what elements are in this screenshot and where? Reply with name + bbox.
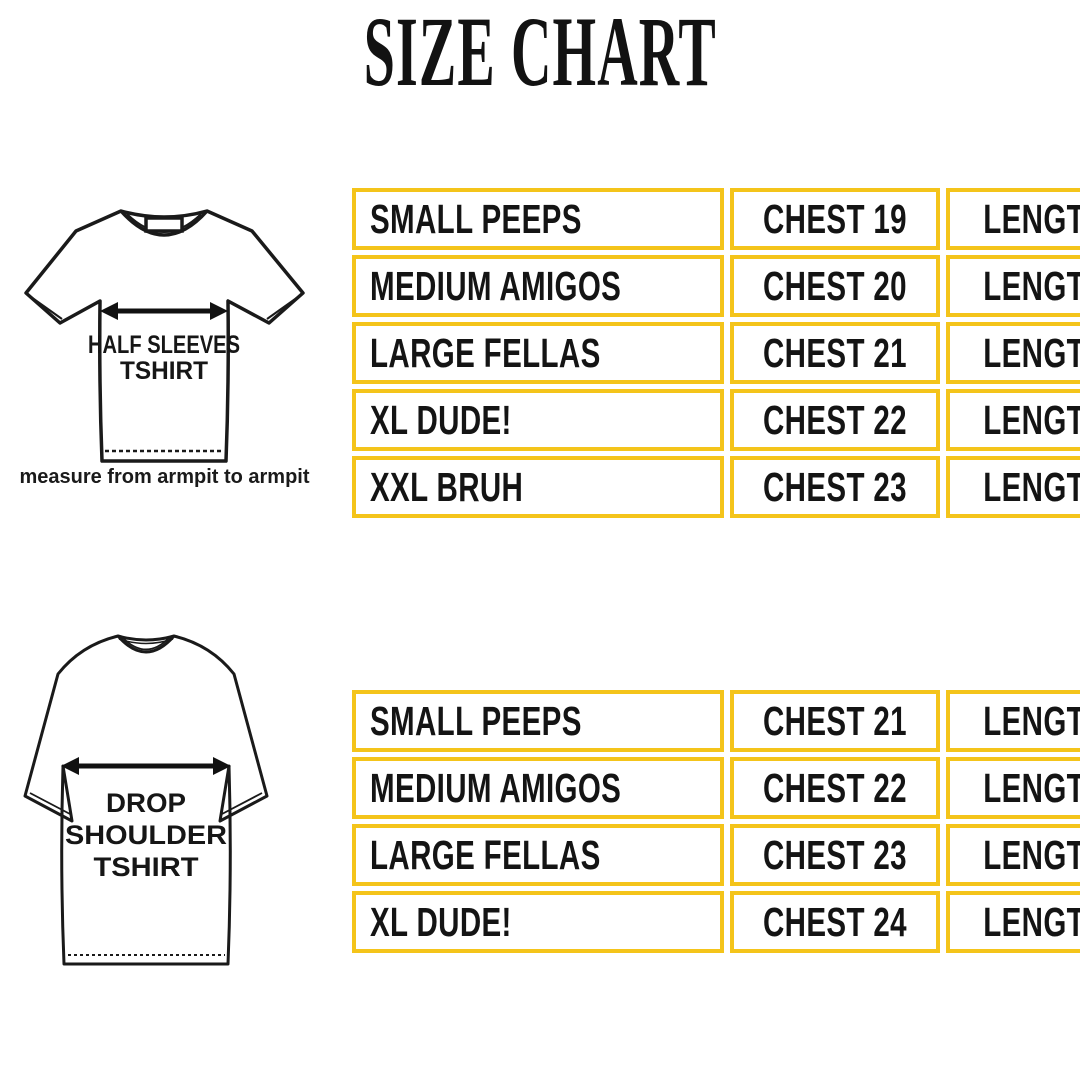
- table-row: LARGE FELLAS CHEST 21 LENGTH 28: [352, 322, 1080, 384]
- length-value: LENGTH 26: [983, 195, 1080, 242]
- length-cell: LENGTH 27: [945, 255, 1080, 317]
- chest-width-arrow: [61, 757, 231, 775]
- page-title-text: SIZE CHART: [363, 0, 717, 107]
- size-label: XXL BRUH: [370, 463, 524, 510]
- length-value: LENGTH 30: [983, 463, 1080, 510]
- chest-cell: CHEST 21: [729, 322, 940, 384]
- shirt1-label-line2: TSHIRT: [120, 357, 208, 385]
- length-cell: LENGTH 26: [945, 188, 1080, 250]
- size-name-cell: XL DUDE!: [352, 389, 724, 451]
- size-name-cell: LARGE FELLAS: [352, 824, 724, 886]
- chest-value: CHEST 22: [762, 396, 907, 443]
- right-cuff-line: [266, 296, 299, 320]
- length-cell: LENGTH 29: [945, 389, 1080, 451]
- chest-value: CHEST 19: [762, 195, 907, 242]
- chest-cell: CHEST 21: [729, 690, 940, 752]
- size-label: MEDIUM AMIGOS: [370, 764, 622, 811]
- chest-value: CHEST 22: [762, 764, 907, 811]
- length-cell: LENGTH 30: [945, 891, 1080, 953]
- chest-cell: CHEST 20: [729, 255, 940, 317]
- length-cell: LENGTH 27: [945, 690, 1080, 752]
- drop-shoulder-size-table: SMALL PEEPS CHEST 21 LENGTH 27 MEDIUM AM…: [346, 685, 1080, 958]
- table-row: XL DUDE! CHEST 24 LENGTH 30: [352, 891, 1080, 953]
- chest-cell: CHEST 23: [729, 456, 940, 518]
- chest-cell: CHEST 22: [729, 389, 940, 451]
- half-sleeves-size-table: SMALL PEEPS CHEST 19 LENGTH 26 MEDIUM AM…: [346, 183, 1080, 523]
- size-label: XL DUDE!: [370, 396, 512, 443]
- chest-value: CHEST 21: [762, 697, 907, 744]
- chest-value: CHEST 21: [762, 329, 907, 376]
- shirt2-label-line3: TSHIRT: [94, 852, 200, 882]
- collar-outer-line: [116, 635, 176, 654]
- chest-cell: CHEST 23: [729, 824, 940, 886]
- size-label: LARGE FELLAS: [370, 329, 601, 376]
- table-row: LARGE FELLAS CHEST 23 LENGTH 29: [352, 824, 1080, 886]
- chest-cell: CHEST 24: [729, 891, 940, 953]
- neck-label: [144, 216, 184, 233]
- length-cell: LENGTH 28: [945, 757, 1080, 819]
- size-name-cell: MEDIUM AMIGOS: [352, 255, 724, 317]
- size-name-cell: XL DUDE!: [352, 891, 724, 953]
- chest-value: CHEST 20: [762, 262, 907, 309]
- right-cuff-line: [221, 792, 263, 815]
- table-row: XXL BRUH CHEST 23 LENGTH 30: [352, 456, 1080, 518]
- size-label: SMALL PEEPS: [370, 697, 582, 744]
- table-row: MEDIUM AMIGOS CHEST 20 LENGTH 27: [352, 255, 1080, 317]
- tshirt-outline: [23, 634, 269, 966]
- size-name-cell: XXL BRUH: [352, 456, 724, 518]
- size-label: MEDIUM AMIGOS: [370, 262, 622, 309]
- size-label: LARGE FELLAS: [370, 831, 601, 878]
- table-row: SMALL PEEPS CHEST 19 LENGTH 26: [352, 188, 1080, 250]
- size-label: SMALL PEEPS: [370, 195, 582, 242]
- chest-value: CHEST 24: [762, 898, 907, 945]
- length-value: LENGTH 27: [983, 262, 1080, 309]
- table-row: XL DUDE! CHEST 22 LENGTH 29: [352, 389, 1080, 451]
- size-name-cell: SMALL PEEPS: [352, 690, 724, 752]
- collar-back-line: [118, 638, 174, 645]
- drop-shoulder-tshirt-illustration: DROP SHOULDER TSHIRT: [23, 634, 269, 966]
- length-value: LENGTH 27: [983, 697, 1080, 744]
- size-name-cell: LARGE FELLAS: [352, 322, 724, 384]
- chest-value: CHEST 23: [762, 831, 907, 878]
- length-value: LENGTH 29: [983, 831, 1080, 878]
- chest-value: CHEST 23: [762, 463, 907, 510]
- collar-outer-line: [119, 209, 209, 237]
- length-cell: LENGTH 30: [945, 456, 1080, 518]
- half-sleeves-tshirt-illustration: HALF SLEEVES TSHIRT: [24, 209, 305, 463]
- table-row: SMALL PEEPS CHEST 21 LENGTH 27: [352, 690, 1080, 752]
- size-name-cell: MEDIUM AMIGOS: [352, 757, 724, 819]
- length-value: LENGTH 28: [983, 329, 1080, 376]
- length-value: LENGTH 30: [983, 898, 1080, 945]
- size-label: XL DUDE!: [370, 898, 512, 945]
- shirt2-label-line2: SHOULDER: [65, 820, 227, 850]
- page-title: SIZE CHART: [0, 0, 1080, 104]
- chest-cell: CHEST 22: [729, 757, 940, 819]
- length-cell: LENGTH 28: [945, 322, 1080, 384]
- length-value: LENGTH 29: [983, 396, 1080, 443]
- left-cuff-line: [30, 296, 63, 320]
- chest-cell: CHEST 19: [729, 188, 940, 250]
- length-cell: LENGTH 29: [945, 824, 1080, 886]
- measure-caption: measure from armpit to armpit: [19, 466, 310, 488]
- chest-width-arrow: [100, 302, 228, 320]
- size-name-cell: SMALL PEEPS: [352, 188, 724, 250]
- shirt1-label-line1: HALF SLEEVES: [88, 331, 240, 359]
- left-cuff-line: [29, 792, 71, 815]
- length-value: LENGTH 28: [983, 764, 1080, 811]
- tshirt-outline: [24, 209, 305, 463]
- shirt2-label-line1: DROP: [106, 788, 186, 818]
- table-row: MEDIUM AMIGOS CHEST 22 LENGTH 28: [352, 757, 1080, 819]
